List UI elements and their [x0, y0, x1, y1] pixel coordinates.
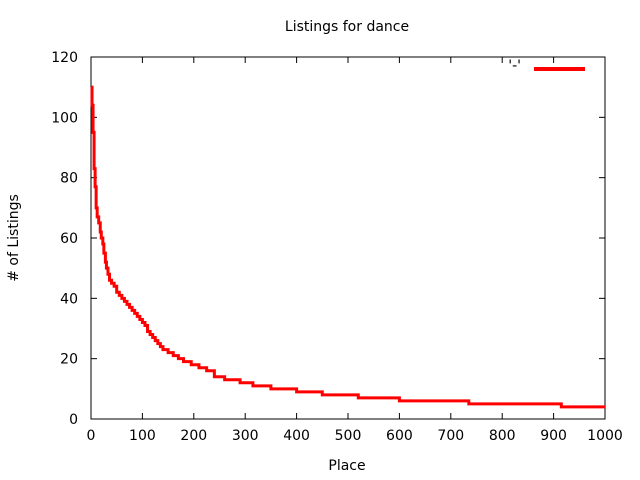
x-tick-label: 300	[232, 428, 259, 444]
x-tick-label: 900	[540, 428, 567, 444]
x-axis-label: Place	[328, 458, 365, 474]
x-tick-label: 100	[129, 428, 156, 444]
series-group	[90, 85, 605, 409]
y-tick-label: 40	[60, 291, 78, 307]
legend: '-'	[508, 58, 585, 74]
x-tick-label: 600	[386, 428, 413, 444]
y-tick-label: 100	[51, 110, 78, 126]
x-tick-label: 800	[489, 428, 516, 444]
x-tick-label: 200	[180, 428, 207, 444]
plot-frame	[90, 56, 606, 420]
tick-group: 0 100 200 300 400 500 600 700 800 900 1000 0 20 40 60 8…	[51, 50, 623, 444]
x-tick-label: 700	[437, 428, 464, 444]
x-tick-label: 400	[283, 428, 310, 444]
y-axis-label: # of Listings	[6, 194, 22, 282]
x-tick-label: 0	[87, 428, 96, 444]
x-tick-label: 500	[335, 428, 362, 444]
y-tick-label: 60	[60, 231, 78, 247]
y-tick-label: 0	[69, 412, 78, 428]
series-line	[90, 85, 605, 409]
x-tick-label: 1000	[587, 428, 623, 444]
chart-title: Listings for dance	[285, 19, 409, 35]
legend-label: '-'	[508, 58, 521, 74]
y-tick-label: 20	[60, 352, 78, 368]
y-tick-label: 80	[60, 171, 78, 187]
y-tick-label: 120	[51, 50, 78, 66]
